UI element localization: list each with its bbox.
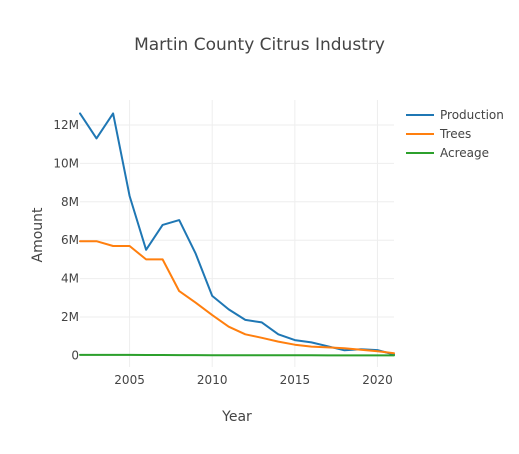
series-layer — [79, 112, 395, 357]
series-line-acreage — [79, 353, 395, 357]
x-tick-label: 2010 — [197, 373, 228, 387]
y-tick-label: 6M — [61, 233, 79, 247]
legend-item-trees[interactable]: Trees — [406, 127, 471, 141]
chart-title: Martin County Citrus Industry — [134, 35, 385, 55]
grid-layer — [80, 100, 394, 367]
legend: Production Trees Acreage — [406, 108, 504, 160]
x-axis-title: Year — [221, 409, 252, 425]
x-tick-label: 2005 — [114, 373, 145, 387]
y-tick-label: 8M — [61, 195, 79, 209]
y-tick-label: 12M — [53, 118, 79, 132]
legend-item-acreage[interactable]: Acreage — [406, 146, 489, 160]
tick-layer: 2005 2010 2015 2020 0 2M 4M 6M 8M 10M 12M — [53, 118, 392, 387]
y-tick-label: 4M — [61, 272, 79, 286]
x-tick-label: 2020 — [362, 373, 393, 387]
series-line-trees — [79, 240, 395, 355]
y-tick-label: 2M — [61, 310, 79, 324]
legend-label: Acreage — [440, 146, 489, 160]
y-axis-title: Amount — [30, 207, 46, 263]
y-tick-label: 0 — [71, 348, 79, 362]
legend-label: Production — [440, 108, 504, 122]
y-tick-label: 10M — [53, 156, 79, 170]
legend-item-production[interactable]: Production — [406, 108, 504, 122]
x-tick-label: 2015 — [280, 373, 311, 387]
series-line-production — [79, 112, 395, 356]
legend-label: Trees — [439, 127, 471, 141]
